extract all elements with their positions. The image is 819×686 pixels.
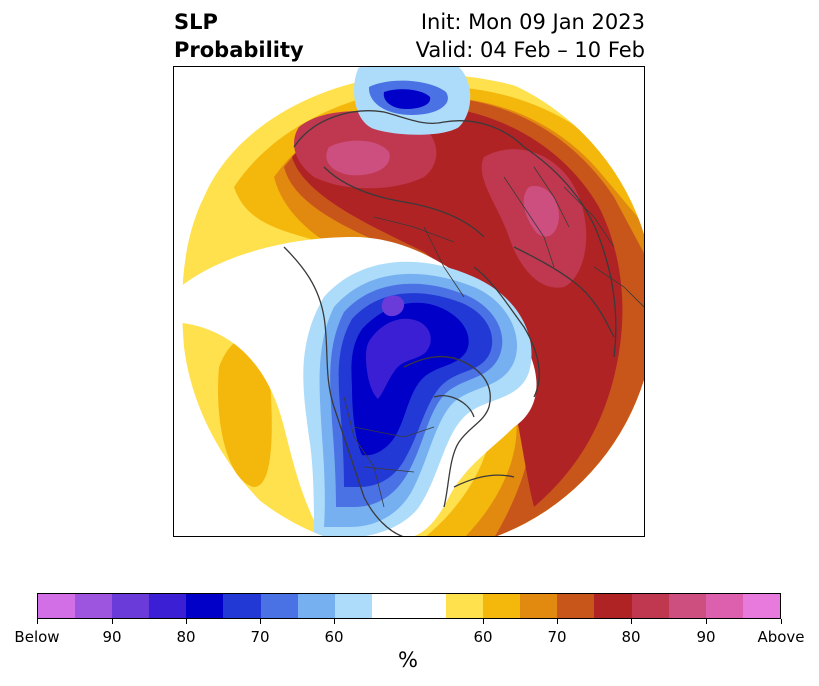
colorbar-tick-label: 60 xyxy=(473,628,493,646)
colorbar-tickmark xyxy=(37,619,38,624)
colorbar-tickmark xyxy=(483,619,484,624)
map-outside-mask xyxy=(174,67,644,536)
colorbar-segment xyxy=(297,594,335,618)
title-left: SLP Probability xyxy=(174,8,304,64)
political-borders xyxy=(343,166,644,508)
init-date: Init: Mon 09 Jan 2023 xyxy=(420,10,645,34)
colorbar-tickmark xyxy=(557,619,558,624)
colorbar-segment xyxy=(483,594,521,618)
colorbar xyxy=(37,593,781,619)
colorbar-tick-label: 80 xyxy=(176,628,196,646)
colorbar-segment xyxy=(668,594,706,618)
colorbar-tick-label: Above xyxy=(757,628,805,646)
colorbar-tick-label: 60 xyxy=(324,628,344,646)
valid-range: Valid: 04 Feb – 10 Feb xyxy=(415,38,645,62)
colorbar-tickmark xyxy=(186,619,187,624)
polar-map xyxy=(173,66,645,537)
colorbar-segment xyxy=(186,594,224,618)
colorbar-segment xyxy=(446,594,484,618)
colorbar-segment xyxy=(38,594,76,618)
coastlines xyxy=(283,110,617,536)
title-metric: Probability xyxy=(174,38,304,62)
colorbar-tickmark xyxy=(781,619,782,624)
colorbar-segment xyxy=(520,594,558,618)
above-65-west-region xyxy=(218,337,272,487)
colorbar-segment xyxy=(149,594,187,618)
colorbar-units: % xyxy=(398,648,418,672)
colorbar-tick-label: 80 xyxy=(621,628,641,646)
colorbar-segment xyxy=(594,594,632,618)
above-90-region-west xyxy=(326,140,390,176)
colorbar-segment xyxy=(260,594,298,618)
colorbar-tick-label: Below xyxy=(14,628,60,646)
below-85-region xyxy=(366,318,431,399)
colorbar-tickmark xyxy=(112,619,113,624)
colorbar-tickmark xyxy=(631,619,632,624)
colorbar-segment xyxy=(371,594,447,618)
colorbar-segment xyxy=(631,594,669,618)
colorbar-segment xyxy=(112,594,150,618)
colorbar-segment xyxy=(705,594,743,618)
colorbar-segment xyxy=(223,594,261,618)
below-90-region xyxy=(381,295,405,317)
colorbar-segment xyxy=(75,594,113,618)
colorbar-tick-label: 90 xyxy=(696,628,716,646)
colorbar-tickmark xyxy=(706,619,707,624)
map-canvas xyxy=(174,67,644,536)
below-80-region-north-core xyxy=(383,89,431,109)
colorbar-tickmark xyxy=(260,619,261,624)
title-variable: SLP xyxy=(174,10,218,34)
colorbar-tickmark xyxy=(334,619,335,624)
colorbar-tick-label: 70 xyxy=(547,628,567,646)
colorbar-tick-label: 90 xyxy=(102,628,122,646)
colorbar-segment xyxy=(334,594,372,618)
colorbar-segment xyxy=(557,594,595,618)
colorbar-tick-label: 70 xyxy=(250,628,270,646)
title-right: Init: Mon 09 Jan 2023 Valid: 04 Feb – 10… xyxy=(416,8,645,64)
above-90-region-east xyxy=(523,186,559,237)
colorbar-segment xyxy=(742,594,780,618)
